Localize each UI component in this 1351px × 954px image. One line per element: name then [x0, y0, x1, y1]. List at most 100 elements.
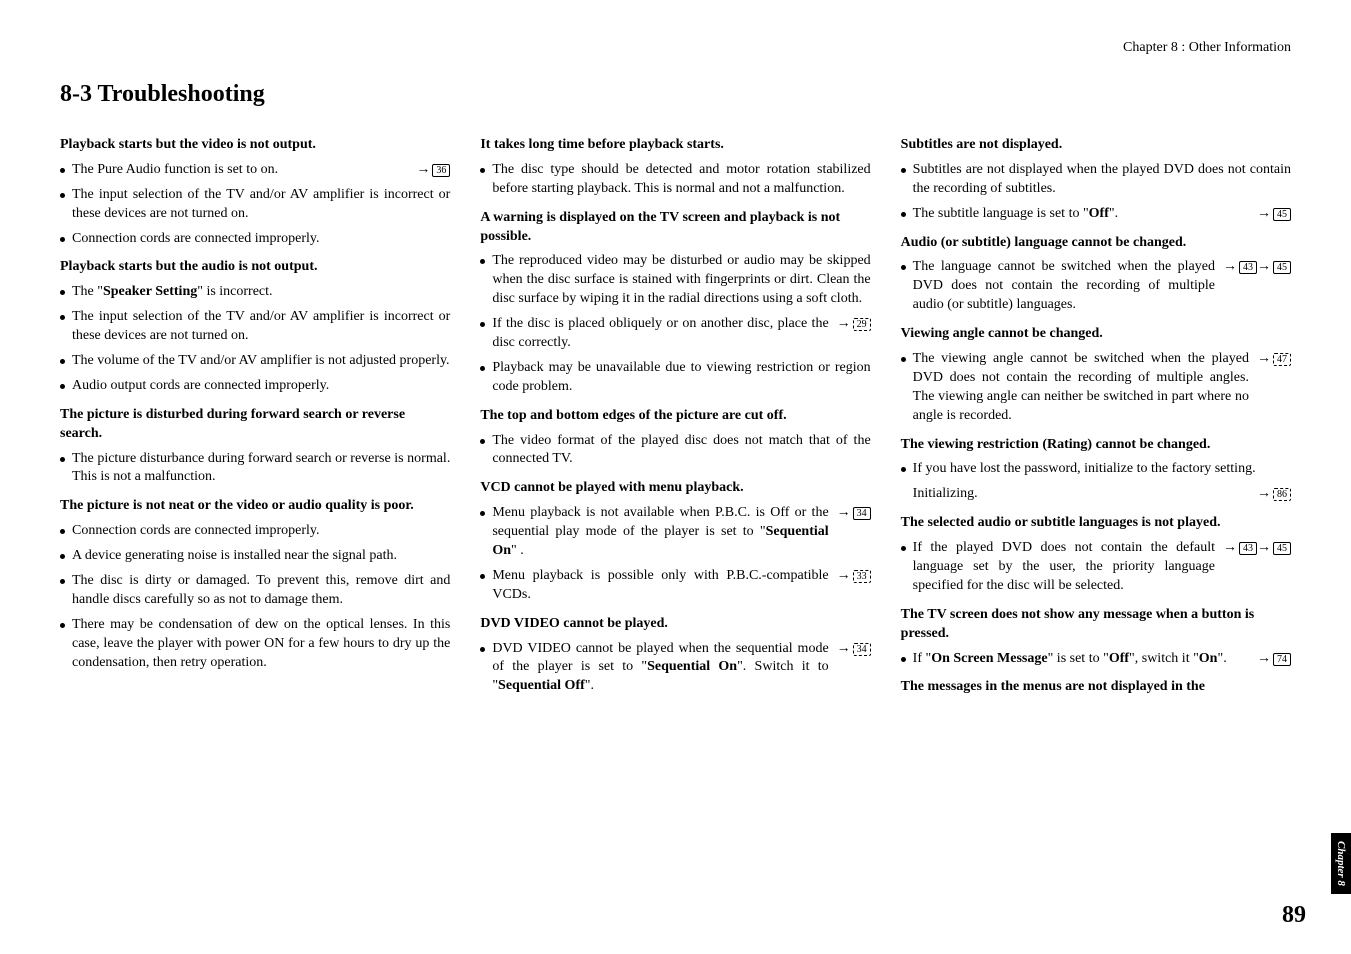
list-item: The disc is dirty or damaged. To prevent…: [60, 572, 450, 610]
list-item: The language cannot be switched when the…: [901, 258, 1291, 315]
page-ref: →34: [837, 504, 871, 523]
chapter-header: Chapter 8 : Other Information: [60, 40, 1291, 56]
page-number: 89: [1282, 902, 1306, 929]
bullet-text: If the disc is placed obliquely or on an…: [492, 315, 828, 353]
bullet-text: If "On Screen Message" is set to "Off", …: [913, 650, 1249, 669]
bullet-text: The "Speaker Setting" is incorrect.: [72, 283, 450, 302]
list-item: Subtitles are not displayed when the pla…: [901, 161, 1291, 199]
subhead: The selected audio or subtitle languages…: [901, 514, 1291, 533]
section-title: 8-3 Troubleshooting: [60, 81, 1291, 108]
bullet-text: If the played DVD does not contain the d…: [913, 539, 1215, 596]
subhead: The TV screen does not show any message …: [901, 606, 1291, 644]
bullet-text: The input selection of the TV and/or AV …: [72, 186, 450, 224]
column-2: It takes long time before playback start…: [480, 126, 870, 703]
bullet-text: The input selection of the TV and/or AV …: [72, 308, 450, 346]
page-ref: →47: [1257, 350, 1291, 369]
list-item: The volume of the TV and/or AV amplifier…: [60, 352, 450, 371]
bullet-icon: [480, 511, 485, 516]
bullet-icon: [480, 259, 485, 264]
bullet-text: Playback may be unavailable due to viewi…: [492, 359, 870, 397]
list-item: Audio output cords are connected imprope…: [60, 377, 450, 396]
bullet-text: The volume of the TV and/or AV amplifier…: [72, 352, 450, 371]
bullet-text: Connection cords are connected improperl…: [72, 230, 450, 249]
list-item: If you have lost the password, initializ…: [901, 460, 1291, 479]
bullet-text: If you have lost the password, initializ…: [913, 460, 1291, 479]
list-item: Playback may be unavailable due to viewi…: [480, 359, 870, 397]
bullet-icon: [901, 546, 906, 551]
bullet-text: DVD VIDEO cannot be played when the sequ…: [492, 640, 828, 697]
bullet-icon: [60, 554, 65, 559]
list-item: The input selection of the TV and/or AV …: [60, 308, 450, 346]
page-ref: →74: [1257, 650, 1291, 669]
bullet-icon: [901, 467, 906, 472]
bullet-icon: [480, 647, 485, 652]
bullet-icon: [60, 237, 65, 242]
bullet-icon: [901, 357, 906, 362]
bullet-icon: [901, 168, 906, 173]
bullet-text: The subtitle language is set to "Off".: [913, 205, 1249, 224]
bullet-icon: [60, 384, 65, 389]
subhead: The picture is not neat or the video or …: [60, 497, 450, 516]
bullet-icon: [60, 457, 65, 462]
chapter-tab: Chapter 8: [1331, 833, 1351, 894]
subhead: Audio (or subtitle) language cannot be c…: [901, 234, 1291, 253]
bullet-icon: [901, 265, 906, 270]
bullet-text: There may be condensation of dew on the …: [72, 616, 450, 673]
list-item: The picture disturbance during forward s…: [60, 450, 450, 488]
bullet-text: Connection cords are connected improperl…: [72, 522, 450, 541]
column-1: Playback starts but the video is not out…: [60, 126, 450, 703]
bullet-text: Menu playback is possible only with P.B.…: [492, 567, 828, 605]
column-3: Subtitles are not displayed. Subtitles a…: [901, 126, 1291, 703]
bullet-icon: [60, 529, 65, 534]
subhead: The messages in the menus are not displa…: [901, 678, 1291, 697]
page-ref: →45: [1257, 205, 1291, 224]
page-ref: →33: [837, 567, 871, 586]
list-item: If the disc is placed obliquely or on an…: [480, 315, 870, 353]
bullet-text: Menu playback is not available when P.B.…: [492, 504, 828, 561]
list-item: Connection cords are connected improperl…: [60, 230, 450, 249]
subhead: DVD VIDEO cannot be played.: [480, 615, 870, 634]
subhead: Viewing angle cannot be changed.: [901, 325, 1291, 344]
page-ref: →43 →45: [1223, 258, 1291, 277]
bullet-icon: [901, 657, 906, 662]
bullet-icon: [480, 322, 485, 327]
list-item: The viewing angle cannot be switched whe…: [901, 350, 1291, 426]
list-item: DVD VIDEO cannot be played when the sequ…: [480, 640, 870, 697]
bullet-icon: [60, 359, 65, 364]
subhead: Subtitles are not displayed.: [901, 136, 1291, 155]
list-item: If "On Screen Message" is set to "Off", …: [901, 650, 1291, 669]
bullet-icon: [480, 439, 485, 444]
subhead: Playback starts but the video is not out…: [60, 136, 450, 155]
indent-text: Initializing. →86: [913, 485, 1291, 504]
list-item: The input selection of the TV and/or AV …: [60, 186, 450, 224]
bullet-text: Subtitles are not displayed when the pla…: [913, 161, 1291, 199]
page-ref: →34: [837, 640, 871, 659]
bullet-text: The video format of the played disc does…: [492, 432, 870, 470]
list-item: Connection cords are connected improperl…: [60, 522, 450, 541]
subhead: It takes long time before playback start…: [480, 136, 870, 155]
subhead: Playback starts but the audio is not out…: [60, 258, 450, 277]
list-item: A device generating noise is installed n…: [60, 547, 450, 566]
bullet-text: The picture disturbance during forward s…: [72, 450, 450, 488]
bullet-icon: [60, 623, 65, 628]
bullet-icon: [60, 579, 65, 584]
page-ref: →29: [837, 315, 871, 334]
subhead: The top and bottom edges of the picture …: [480, 407, 870, 426]
subhead: The viewing restriction (Rating) cannot …: [901, 436, 1291, 455]
bullet-icon: [480, 168, 485, 173]
bullet-text: The disc type should be detected and mot…: [492, 161, 870, 199]
page-ref: →36: [416, 161, 450, 180]
list-item: The subtitle language is set to "Off". →…: [901, 205, 1291, 224]
list-item: The Pure Audio function is set to on. →3…: [60, 161, 450, 180]
page-ref: →86: [1257, 485, 1291, 504]
bullet-text: The viewing angle cannot be switched whe…: [913, 350, 1249, 426]
list-item: The "Speaker Setting" is incorrect.: [60, 283, 450, 302]
bullet-icon: [480, 574, 485, 579]
bullet-text: The language cannot be switched when the…: [913, 258, 1215, 315]
bullet-icon: [480, 366, 485, 371]
page-ref: →43 →45: [1223, 539, 1291, 558]
bullet-icon: [901, 212, 906, 217]
bullet-text: The reproduced video may be disturbed or…: [492, 252, 870, 309]
list-item: Menu playback is possible only with P.B.…: [480, 567, 870, 605]
subhead: A warning is displayed on the TV screen …: [480, 209, 870, 247]
